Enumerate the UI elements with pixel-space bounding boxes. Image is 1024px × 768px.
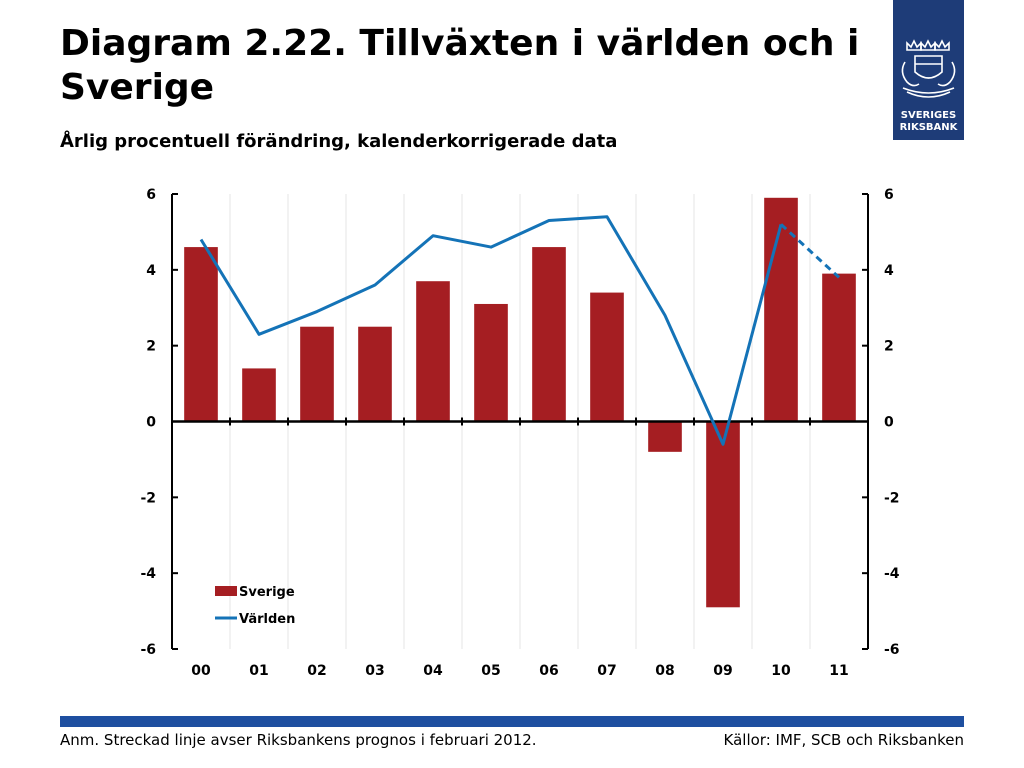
bar-sverige-00: [184, 247, 218, 422]
x-tick-label-09: 09: [713, 663, 732, 679]
logo-text-line2: RIKSBANK: [899, 122, 958, 133]
x-tick-label-03: 03: [365, 663, 384, 679]
y-tick-label-right: -6: [884, 642, 900, 658]
legend-label-sverige: Sverige: [239, 585, 295, 600]
x-tick-label-02: 02: [307, 663, 326, 679]
legend-swatch-sverige: [215, 586, 237, 596]
bar-sverige-11: [822, 273, 856, 422]
bar-sverige-06: [532, 247, 566, 422]
y-tick-label-right: 2: [884, 339, 894, 355]
y-tick-label-right: 6: [884, 187, 894, 203]
x-tick-label-08: 08: [655, 663, 674, 679]
x-tick-label-06: 06: [539, 663, 558, 679]
x-tick-label-01: 01: [249, 663, 268, 679]
y-tick-label-left: 2: [146, 339, 156, 355]
riksbank-logo: SVERIGES RIKSBANK: [893, 0, 964, 140]
y-tick-label-left: 0: [146, 415, 156, 431]
bar-sverige-10: [764, 197, 798, 422]
footer-bar: [60, 716, 964, 727]
bar-sverige-02: [300, 326, 334, 422]
y-tick-label-left: -4: [140, 566, 156, 582]
y-tick-label-right: -4: [884, 566, 900, 582]
legend-label-varlden: Världen: [239, 612, 295, 627]
chart-subtitle: Årlig procentuell förändring, kalenderko…: [60, 131, 618, 152]
y-tick-label-right: 0: [884, 415, 894, 431]
y-tick-label-left: 4: [146, 263, 156, 279]
chart: 6 64 42 20 0-2 -2-4 -4-6 -600 01 02 03 04 05 06 07 08 09…: [140, 187, 900, 679]
line-varlden-forecast: [779, 223, 841, 279]
y-tick-label-left: -2: [140, 490, 156, 506]
y-tick-label-left: -6: [140, 642, 156, 658]
bar-sverige-03: [358, 326, 392, 422]
y-tick-label-right: -2: [884, 490, 900, 506]
y-tick-label-right: 4: [884, 263, 894, 279]
bar-sverige-09: [706, 421, 740, 608]
x-tick-label-05: 05: [481, 663, 500, 679]
bar-sverige-08: [648, 421, 682, 452]
x-tick-label-04: 04: [423, 663, 443, 679]
source-note: Källor: IMF, SCB och Riksbanken: [723, 731, 964, 749]
y-tick-label-left: 6: [146, 187, 156, 203]
logo-text-line1: SVERIGES: [900, 110, 957, 121]
bar-sverige-01: [242, 368, 276, 422]
x-tick-label-11: 11: [829, 663, 848, 679]
x-tick-label-07: 07: [597, 663, 616, 679]
x-tick-label-00: 00: [191, 663, 211, 679]
bar-sverige-04: [416, 281, 450, 422]
x-tick-label-10: 10: [771, 663, 791, 679]
chart-title: Diagram 2.22. Tillväxten i världen och i…: [60, 23, 860, 108]
bar-sverige-05: [474, 303, 508, 422]
bar-sverige-07: [590, 292, 624, 422]
footnote: Anm. Streckad linje avser Riksbankens pr…: [60, 731, 537, 749]
riksbank-crest-icon: [901, 39, 956, 98]
line-varlden: [199, 215, 783, 446]
